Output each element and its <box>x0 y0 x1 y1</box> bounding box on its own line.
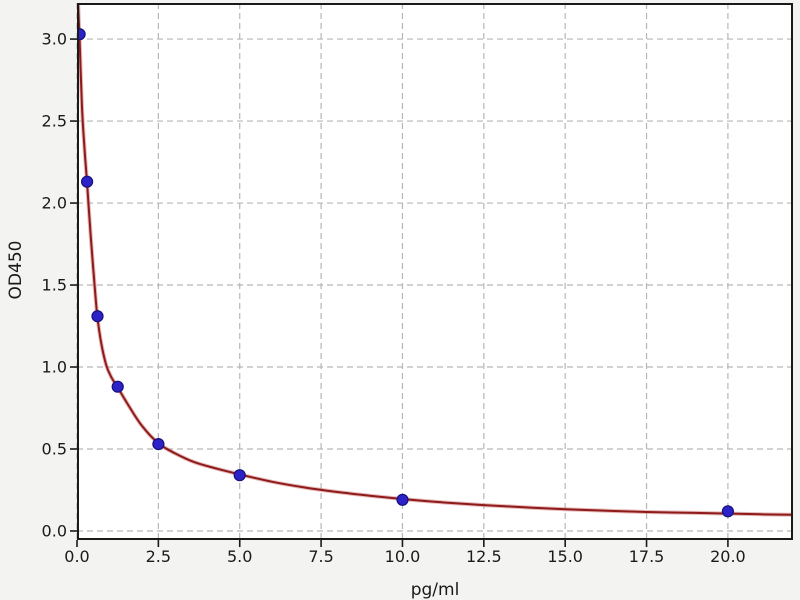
y-tick-label: 0.5 <box>42 439 67 458</box>
x-tick-label: 2.5 <box>146 547 171 566</box>
data-point <box>77 28 86 41</box>
x-tick-label: 7.5 <box>308 547 333 566</box>
axis-ticks <box>70 38 729 547</box>
data-layer <box>77 3 793 518</box>
data-point <box>111 380 124 393</box>
data-point <box>721 505 735 518</box>
axes-frame <box>77 3 793 540</box>
y-tick-label: 1.0 <box>42 358 67 377</box>
data-point <box>233 469 246 482</box>
data-point <box>152 438 165 451</box>
x-tick-label: 10.0 <box>385 547 421 566</box>
y-tick-label: 2.5 <box>42 112 67 131</box>
data-point <box>91 310 104 323</box>
y-tick-label: 3.0 <box>42 30 67 49</box>
plot-area <box>77 3 793 540</box>
x-tick-label: 17.5 <box>629 547 665 566</box>
y-tick-label: 0.0 <box>42 521 67 540</box>
x-tick-label: 5.0 <box>227 547 252 566</box>
x-tick-label: 20.0 <box>710 547 746 566</box>
data-point <box>80 175 94 188</box>
y-tick-label: 1.5 <box>42 276 67 295</box>
x-tick-label: 15.0 <box>547 547 583 566</box>
x-tick-label: 12.5 <box>466 547 502 566</box>
x-tick-label: 0.0 <box>64 547 89 566</box>
data-point <box>396 493 409 506</box>
x-axis-label: pg/ml <box>411 580 460 600</box>
y-tick-label: 2.0 <box>42 194 67 213</box>
fitted-curve <box>77 3 793 516</box>
y-axis-label: OD450 <box>6 241 26 300</box>
tick-labels: 0.0 2.5 5.0 7.5 10.0 12.5 15.0 17.5 20.0 0.0 0.5 1.… <box>42 30 746 566</box>
